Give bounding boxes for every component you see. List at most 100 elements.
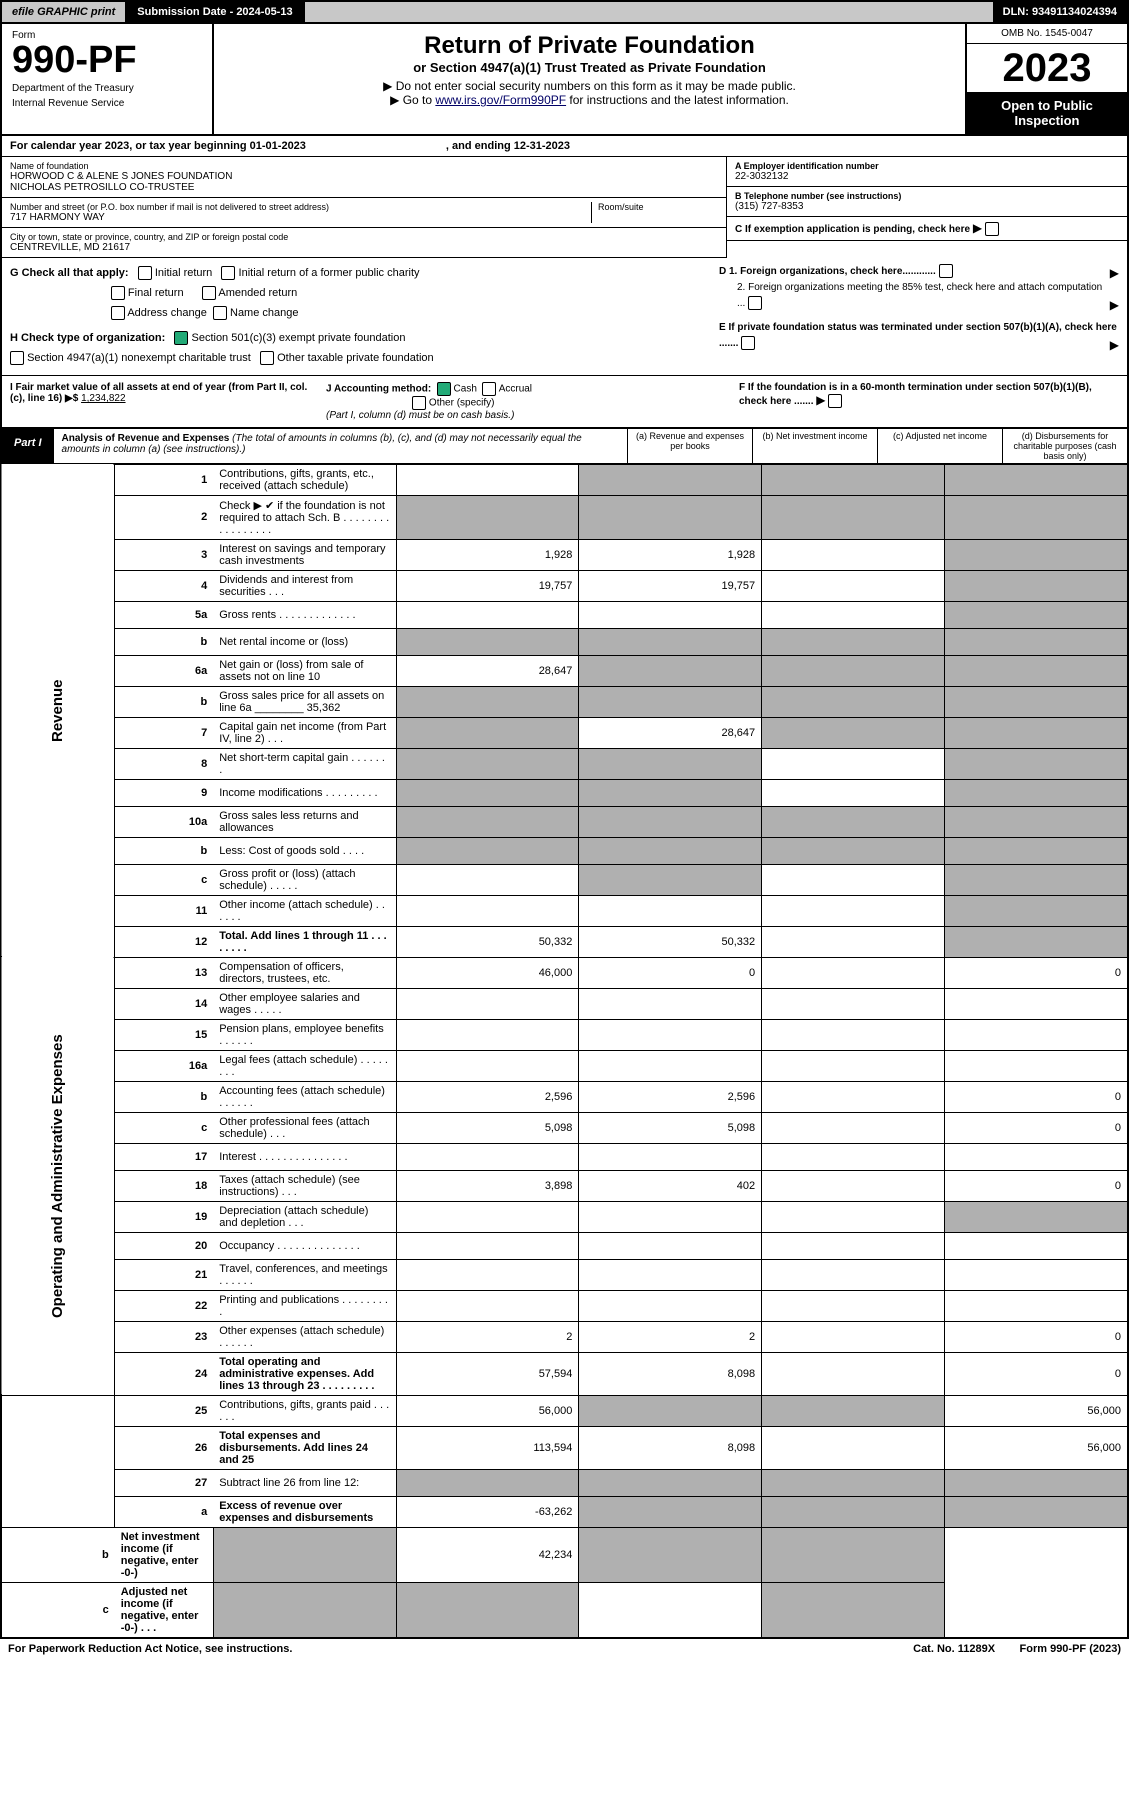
foundation-name1: HORWOOD C & ALENE S JONES FOUNDATION: [10, 171, 718, 182]
irs-label: Internal Revenue Service: [12, 98, 202, 109]
form-note1: ▶ Do not enter social security numbers o…: [234, 79, 945, 93]
cell-value: 1,928: [396, 539, 579, 570]
cell-value: [579, 1259, 762, 1290]
initial-former-checkbox[interactable]: [221, 266, 235, 280]
cell-value: [579, 988, 762, 1019]
line-description: Gross sales less returns and allowances: [213, 806, 396, 837]
cell-value: 5,098: [396, 1112, 579, 1143]
initial-return-checkbox[interactable]: [138, 266, 152, 280]
city-label: City or town, state or province, country…: [10, 232, 718, 242]
cell-value: [944, 895, 1128, 926]
name-change-checkbox[interactable]: [213, 306, 227, 320]
cell-value: [944, 539, 1128, 570]
line-number: 1: [115, 464, 213, 495]
d2-foreign: 2. Foreign organizations meeting the 85%…: [719, 280, 1119, 312]
part1-header: Part I Analysis of Revenue and Expenses …: [0, 429, 1129, 464]
efile-label[interactable]: efile GRAPHIC print: [2, 2, 127, 22]
line-number: 16a: [115, 1050, 213, 1081]
line-description: Total. Add lines 1 through 11 . . . . . …: [213, 926, 396, 957]
cell-value: 0: [944, 957, 1128, 988]
cell-value: [579, 686, 762, 717]
cell-value: 113,594: [396, 1426, 579, 1469]
line-description: Occupancy . . . . . . . . . . . . . .: [213, 1232, 396, 1259]
part1-label: Part I: [2, 429, 54, 463]
line-description: Other expenses (attach schedule) . . . .…: [213, 1321, 396, 1352]
street-address: 717 HARMONY WAY: [10, 212, 591, 223]
cell-value: [762, 806, 945, 837]
line-description: Excess of revenue over expenses and disb…: [213, 1496, 396, 1527]
line-description: Contributions, gifts, grants paid . . . …: [213, 1395, 396, 1426]
cell-value: [579, 1496, 762, 1527]
f-checkbox[interactable]: [828, 394, 842, 408]
line-description: Gross sales price for all assets on line…: [213, 686, 396, 717]
cell-value: 402: [579, 1170, 762, 1201]
cell-value: [396, 1232, 579, 1259]
cell-value: [944, 837, 1128, 864]
cell-value: [762, 1232, 945, 1259]
line-number: a: [115, 1496, 213, 1527]
line-number: 19: [115, 1201, 213, 1232]
cell-value: [762, 864, 945, 895]
line-description: Accounting fees (attach schedule) . . . …: [213, 1081, 396, 1112]
cell-value: [762, 686, 945, 717]
cell-value: [762, 1201, 945, 1232]
cell-value: [762, 655, 945, 686]
line-number: 23: [115, 1321, 213, 1352]
calendar-year-row: For calendar year 2023, or tax year begi…: [0, 136, 1129, 157]
revenue-section-label: Revenue: [1, 464, 115, 957]
s501-checkbox[interactable]: [174, 331, 188, 345]
part1-title: Analysis of Revenue and Expenses: [62, 433, 230, 444]
cell-value: [579, 1143, 762, 1170]
cell-value: [396, 1469, 579, 1496]
other-method-checkbox[interactable]: [412, 396, 426, 410]
g-label: G Check all that apply:: [10, 267, 129, 279]
cell-value: [944, 748, 1128, 779]
cell-value: [944, 988, 1128, 1019]
cell-value: [944, 628, 1128, 655]
d1-checkbox[interactable]: [939, 264, 953, 278]
amended-return-checkbox[interactable]: [202, 286, 216, 300]
line-number: 4: [115, 570, 213, 601]
other-taxable-checkbox[interactable]: [260, 351, 274, 365]
s4947-checkbox[interactable]: [10, 351, 24, 365]
line-number: 21: [115, 1259, 213, 1290]
address-change-checkbox[interactable]: [111, 306, 125, 320]
line-description: Dividends and interest from securities .…: [213, 570, 396, 601]
cat-number: Cat. No. 11289X: [913, 1643, 995, 1655]
final-return-checkbox[interactable]: [111, 286, 125, 300]
line-description: Travel, conferences, and meetings . . . …: [213, 1259, 396, 1290]
cell-value: 56,000: [396, 1395, 579, 1426]
line-number: b: [115, 628, 213, 655]
line-number: b: [115, 1081, 213, 1112]
cell-value: 50,332: [396, 926, 579, 957]
line-description: Legal fees (attach schedule) . . . . . .…: [213, 1050, 396, 1081]
cell-value: [396, 779, 579, 806]
submission-date: Submission Date - 2024-05-13: [127, 2, 304, 22]
cash-checkbox[interactable]: [437, 382, 451, 396]
accrual-checkbox[interactable]: [482, 382, 496, 396]
line-number: b: [115, 837, 213, 864]
line-description: Net short-term capital gain . . . . . . …: [213, 748, 396, 779]
cell-value: 8,098: [579, 1426, 762, 1469]
cell-value: [579, 495, 762, 539]
d2-checkbox[interactable]: [748, 296, 762, 310]
cell-value: -63,262: [396, 1496, 579, 1527]
line-description: Depreciation (attach schedule) and deple…: [213, 1201, 396, 1232]
cell-value: [762, 779, 945, 806]
irs-link[interactable]: www.irs.gov/Form990PF: [435, 93, 566, 107]
cell-value: [762, 570, 945, 601]
line-number: 20: [115, 1232, 213, 1259]
cell-value: [944, 1469, 1128, 1496]
cell-value: [579, 1050, 762, 1081]
c-checkbox[interactable]: [985, 222, 999, 236]
line-description: Capital gain net income (from Part IV, l…: [213, 717, 396, 748]
cell-value: [396, 988, 579, 1019]
cell-value: [762, 837, 945, 864]
e-checkbox[interactable]: [741, 336, 755, 350]
cell-value: [396, 1143, 579, 1170]
cell-value: [762, 957, 945, 988]
cell-value: [579, 1019, 762, 1050]
cell-value: [396, 1290, 579, 1321]
line-description: Interest . . . . . . . . . . . . . . .: [213, 1143, 396, 1170]
cell-value: [762, 1050, 945, 1081]
